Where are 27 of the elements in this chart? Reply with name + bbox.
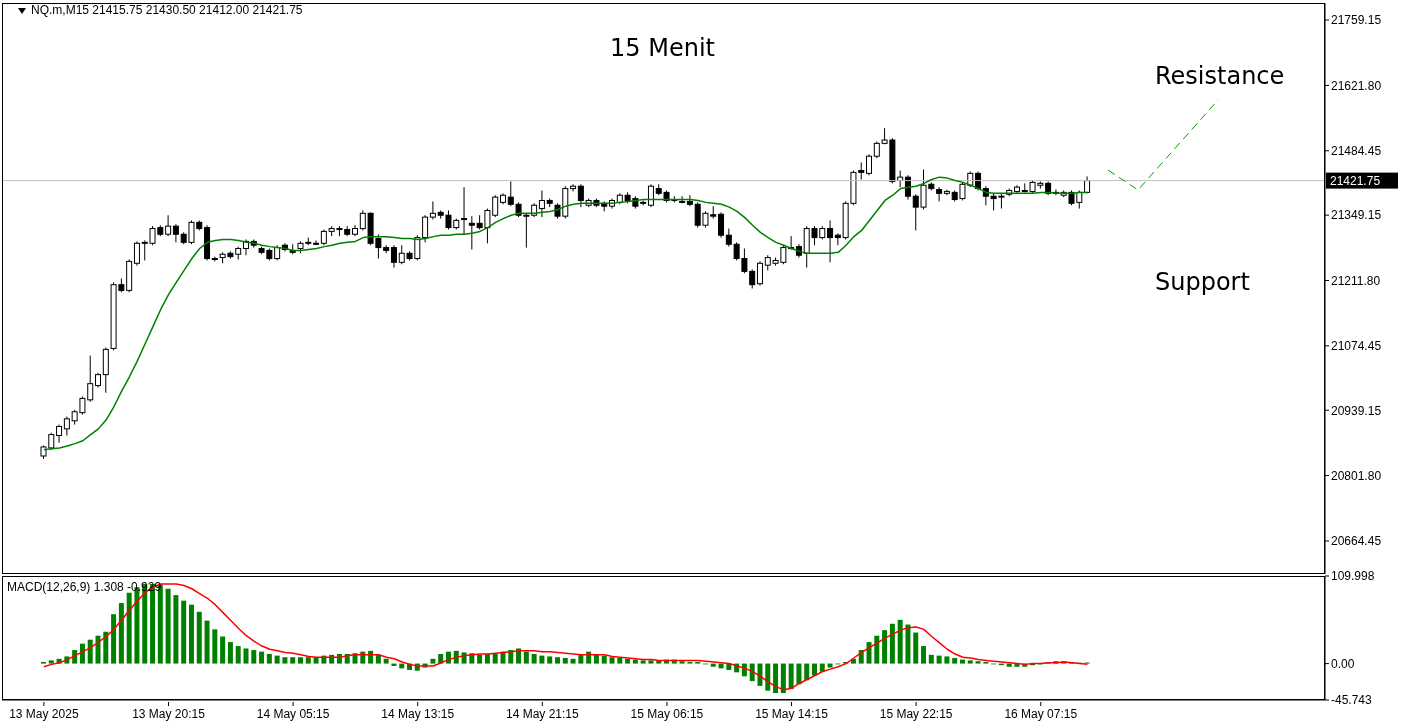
y-tick-label: 20664.45 — [1331, 534, 1382, 549]
x-tick-label: 13 May 2025 — [9, 707, 79, 721]
annotation: MACD(12,26,9) 1.308 -0.929 — [7, 580, 162, 595]
y-tick-label: 0.00 — [1331, 656, 1355, 671]
x-tick-label: 15 May 14:15 — [755, 707, 829, 721]
y-tick-label: 20801.80 — [1331, 468, 1382, 483]
y-tick-label: 21484.45 — [1331, 144, 1382, 159]
y-tick-label: 21074.45 — [1331, 339, 1382, 354]
x-tick-label: 14 May 21:15 — [505, 707, 579, 721]
annotation: NQ.m,M15 21415.75 21430.50 21412.00 21421.75 — [31, 3, 303, 18]
y-tick-label: 21349.15 — [1331, 208, 1382, 223]
y-tick-label: -45.743 — [1331, 693, 1373, 708]
y-tick-label: 109.998 — [1331, 569, 1375, 584]
annotation: Support — [1155, 268, 1250, 296]
y-tick-label: 21211.80 — [1331, 273, 1381, 288]
x-tick-label: 13 May 20:15 — [132, 707, 206, 721]
y-tick-label: 20939.15 — [1331, 403, 1382, 418]
x-tick-label: 15 May 22:15 — [879, 707, 953, 721]
x-tick-label: 14 May 05:15 — [256, 707, 330, 721]
annotation: Resistance — [1155, 62, 1285, 90]
y-tick-label: 21621.80 — [1331, 78, 1382, 93]
x-tick-label: 16 May 07:15 — [1004, 707, 1078, 721]
x-tick-label: 15 May 06:15 — [630, 707, 704, 721]
text: 15 Menit — [609, 34, 716, 62]
ref-line-label: 21421.75 — [1330, 173, 1381, 188]
x-tick-label: 14 May 13:15 — [381, 707, 455, 721]
y-tick-label: 21759.15 — [1331, 13, 1382, 28]
